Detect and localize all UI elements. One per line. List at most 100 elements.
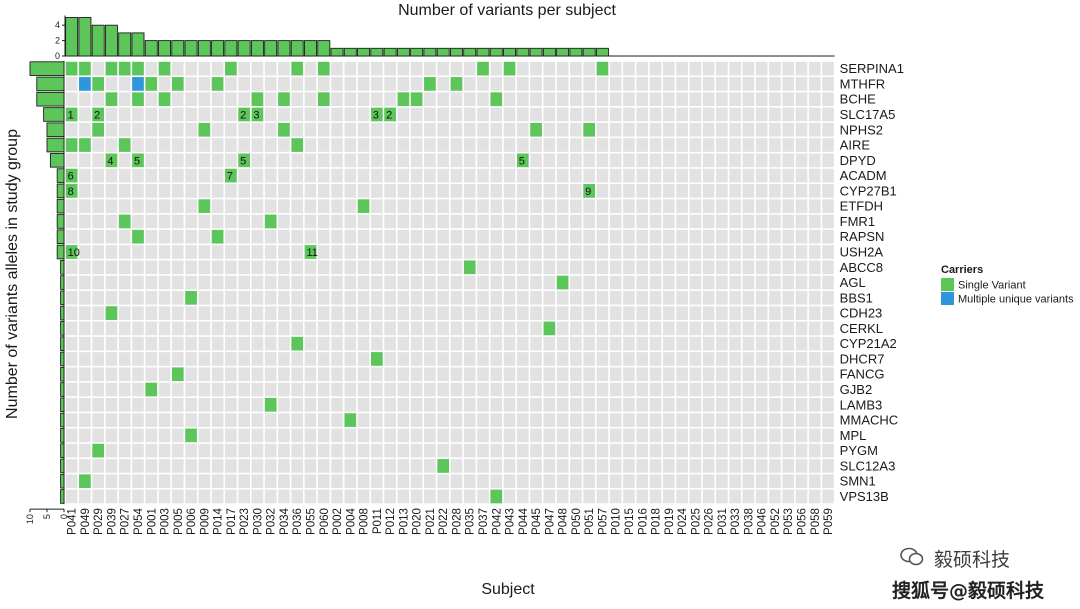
grid-cell	[344, 397, 357, 412]
grid-cell	[171, 382, 184, 397]
grid-cell	[623, 321, 635, 336]
grid-cell	[331, 138, 343, 152]
grid-cell	[331, 306, 343, 320]
grid-cell	[729, 336, 741, 351]
grid-cell	[556, 199, 569, 213]
grid-cell	[808, 229, 821, 244]
grid-cell	[384, 214, 396, 229]
grid-cell	[742, 291, 755, 305]
grid-cell	[384, 229, 396, 244]
grid-cell	[755, 260, 768, 275]
grid-cell	[583, 382, 595, 397]
grid-cell	[371, 184, 383, 198]
grid-cell	[769, 184, 781, 198]
grid-cell	[702, 229, 715, 244]
grid-cell	[211, 306, 224, 320]
grid-cell	[410, 413, 423, 427]
grid-cell	[583, 260, 595, 275]
grid-cell	[530, 459, 542, 473]
grid-cell	[570, 199, 582, 213]
grid-cell	[769, 77, 781, 91]
grid-cell	[264, 184, 277, 198]
grid-cell	[623, 184, 635, 198]
grid-cell	[410, 122, 423, 137]
top-bar	[516, 47, 530, 57]
grid-cell	[158, 428, 171, 443]
grid-cell	[185, 397, 197, 412]
grid-cell	[769, 336, 781, 351]
gene-label: DHCR7	[840, 351, 885, 366]
grid-cell	[729, 168, 741, 183]
grid-cell	[410, 61, 423, 76]
grid-cell	[556, 260, 569, 275]
grid-cell	[317, 306, 330, 320]
grid-cell	[477, 260, 489, 275]
grid-cell	[304, 428, 317, 443]
grid-cell	[92, 413, 105, 427]
subject-label: P018	[651, 508, 663, 535]
cell-single-variant	[477, 61, 489, 76]
grid-cell	[450, 291, 463, 305]
grid-cell	[795, 260, 808, 275]
grid-cell	[795, 413, 808, 427]
subject-label: P016	[637, 508, 649, 535]
grid-cell	[450, 107, 463, 122]
grid-cell	[238, 92, 250, 107]
grid-cell	[755, 306, 768, 320]
grid-cell	[662, 61, 675, 76]
grid-cell	[92, 168, 105, 183]
grid-cell	[331, 107, 343, 122]
left-bar	[60, 397, 65, 413]
grid-cell	[503, 489, 516, 504]
grid-cell	[689, 352, 702, 366]
grid-cell	[570, 306, 582, 320]
grid-cell	[570, 352, 582, 366]
grid-cell	[397, 443, 410, 458]
grid-cell	[225, 199, 237, 213]
grid-cell	[118, 428, 131, 443]
grid-cell	[822, 92, 834, 107]
grid-cell	[384, 275, 396, 290]
cell-single-variant	[158, 92, 171, 107]
grid-cell	[424, 443, 436, 458]
grid-cell	[211, 61, 224, 76]
grid-cell	[251, 443, 264, 458]
grid-cell	[410, 474, 423, 489]
cell-single-variant	[410, 92, 423, 107]
grid-cell	[490, 474, 503, 489]
grid-cell	[782, 245, 795, 259]
grid-cell	[609, 428, 622, 443]
grid-cell	[649, 260, 662, 275]
cell-single-variant	[278, 92, 290, 107]
grid-cell	[702, 77, 715, 91]
grid-cell	[251, 122, 264, 137]
grid-cell	[251, 321, 264, 336]
grid-cell	[570, 153, 582, 168]
grid-cell	[782, 291, 795, 305]
grid-cell	[371, 489, 383, 504]
grid-cell	[795, 199, 808, 213]
grid-cell	[490, 77, 503, 91]
grid-cell	[636, 214, 649, 229]
cell-single-variant	[344, 413, 357, 427]
grid-cell	[477, 214, 489, 229]
grid-cell	[251, 260, 264, 275]
grid-cell	[238, 229, 250, 244]
grid-cell	[490, 122, 503, 137]
grid-cell	[716, 306, 728, 320]
grid-cell	[729, 107, 741, 122]
grid-cell	[397, 382, 410, 397]
grid-cell	[477, 459, 489, 473]
cell-single-variant	[198, 199, 211, 213]
grid-cell	[225, 153, 237, 168]
grid-cell	[583, 352, 595, 366]
grid-cell	[556, 367, 569, 382]
grid-cell	[92, 306, 105, 320]
grid-cell	[118, 397, 131, 412]
grid-cell	[225, 397, 237, 412]
top-bar	[343, 47, 357, 57]
grid-cell	[424, 229, 436, 244]
subject-label: P019	[664, 508, 676, 535]
grid-cell	[636, 352, 649, 366]
grid-cell	[79, 107, 91, 122]
